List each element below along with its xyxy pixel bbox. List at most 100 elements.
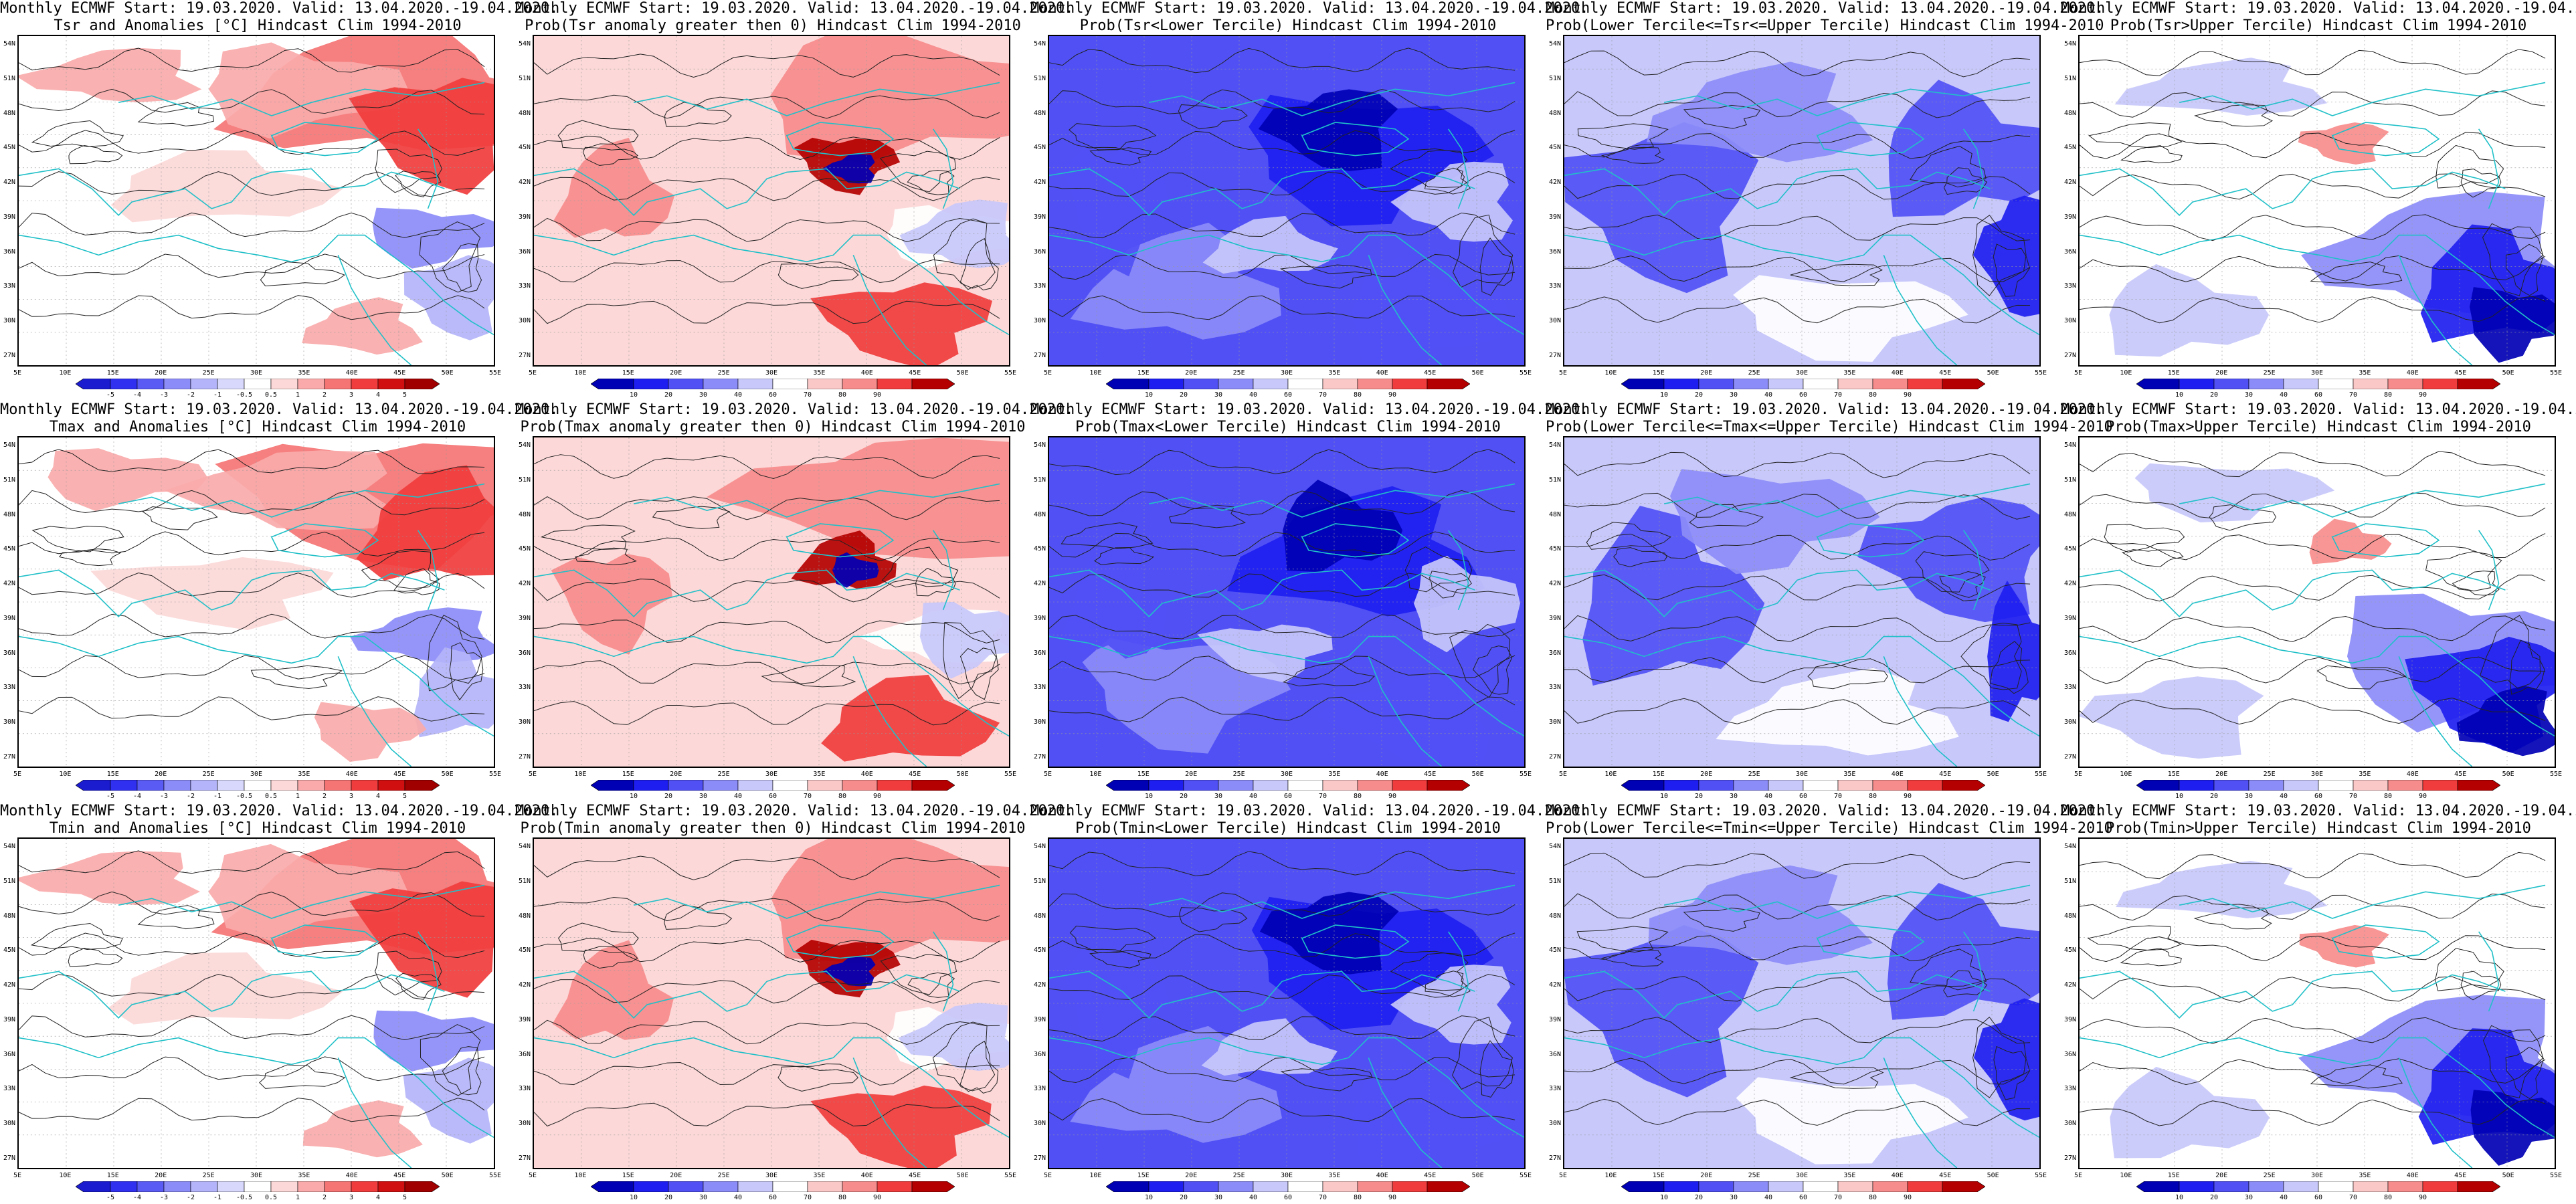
map-panel-tmax-3: Monthly ECMWF Start: 19.03.2020. Valid: … xyxy=(1030,401,1588,803)
colorbar-swatch xyxy=(1872,1181,1908,1192)
latitude-label: 42N xyxy=(3,580,15,588)
longitude-label: 25E xyxy=(2263,1172,2276,1179)
longitude-label: 20E xyxy=(2215,369,2228,377)
colorbar-label: 4 xyxy=(375,1194,381,1201)
latitude-label: 42N xyxy=(518,981,531,989)
latitude-label: 48N xyxy=(518,912,531,920)
colorbar-swatch xyxy=(404,780,440,791)
colorbar-swatch xyxy=(1621,780,1665,791)
longitude-label: 35E xyxy=(298,369,310,377)
panel-title: Monthly ECMWF Start: 19.03.2020. Valid: … xyxy=(1030,0,1588,35)
latitude-label: 54N xyxy=(3,843,15,850)
colorbar-swatch xyxy=(217,1181,245,1192)
latitude-label: 36N xyxy=(3,247,15,256)
longitude-label: 5E xyxy=(1043,369,1052,377)
colorbar-swatch xyxy=(2179,1181,2215,1192)
panel-title-header: Monthly ECMWF Start: 19.03.2020. Valid: … xyxy=(1030,803,1589,819)
colorbar xyxy=(1621,1181,1985,1192)
colorbar-label: 20 xyxy=(1179,793,1188,800)
map-panel-tmin-3: Monthly ECMWF Start: 19.03.2020. Valid: … xyxy=(1030,803,1588,1204)
longitude-label: 15E xyxy=(1137,1172,1149,1179)
longitude-label: 15E xyxy=(622,369,634,377)
colorbar-label: 1 xyxy=(295,1194,300,1201)
latitude-label: 39N xyxy=(2063,213,2076,221)
colorbar-swatch xyxy=(110,379,138,389)
colorbar-swatch xyxy=(1287,379,1323,389)
latitude-label: 36N xyxy=(2063,1050,2076,1058)
colorbar-swatch xyxy=(737,379,773,389)
panel-title: Monthly ECMWF Start: 19.03.2020. Valid: … xyxy=(1546,401,2113,436)
colorbar-swatch xyxy=(1148,379,1184,389)
latitude-label: 27N xyxy=(3,352,15,359)
colorbar-label: 10 xyxy=(629,793,638,800)
longitude-label: 15E xyxy=(1137,771,1149,778)
colorbar-label: 90 xyxy=(2418,793,2427,800)
latitude-label: 51N xyxy=(1033,74,1046,82)
latitude-label: 27N xyxy=(2063,753,2076,761)
longitude-label: 30E xyxy=(765,369,778,377)
colorbar xyxy=(1106,379,1470,389)
longitude-label: 30E xyxy=(250,771,263,778)
map-panel-tsr-1: Monthly ECMWF Start: 19.03.2020. Valid: … xyxy=(0,0,558,401)
longitude-label: 35E xyxy=(298,771,310,778)
longitude-label: 45E xyxy=(909,771,921,778)
longitude-label: 35E xyxy=(2359,1172,2371,1179)
latitude-label: 33N xyxy=(3,282,15,290)
longitude-label: 20E xyxy=(155,1172,167,1179)
colorbar-label: -5 xyxy=(106,1194,115,1201)
colorbar-label: 30 xyxy=(1729,793,1738,800)
longitude-label: 45E xyxy=(393,369,406,377)
latitude-label: 48N xyxy=(3,109,15,117)
colorbar-label: 90 xyxy=(1903,1194,1912,1201)
colorbar-swatch xyxy=(190,379,218,389)
longitude-label: 10E xyxy=(1089,1172,1102,1179)
latitude-label: 33N xyxy=(2063,684,2076,692)
longitude-label: 25E xyxy=(1748,1172,1760,1179)
colorbar-swatch xyxy=(1733,780,1769,791)
latitude-label: 39N xyxy=(518,1015,531,1023)
colorbar-label: 40 xyxy=(733,391,743,399)
colorbar-label: 90 xyxy=(872,391,882,399)
longitude-label: 30E xyxy=(250,369,263,377)
colorbar-swatch xyxy=(1392,1181,1428,1192)
longitude-label: 30E xyxy=(1795,771,1809,778)
panel-title-subtitle: Prob(Tsr<Lower Tercile) Hindcast Clim 19… xyxy=(1079,17,1497,34)
longitude-label: 45E xyxy=(1939,369,1952,377)
latitude-label: 45N xyxy=(2063,946,2076,955)
longitude-label: 5E xyxy=(2074,369,2083,377)
colorbar-swatch xyxy=(1253,1181,1289,1192)
longitude-label: 50E xyxy=(1987,1172,1999,1179)
colorbar-swatch xyxy=(807,1181,843,1192)
longitude-label: 35E xyxy=(1328,1172,1341,1179)
longitude-label: 30E xyxy=(2310,1172,2324,1179)
forecast-map xyxy=(1563,35,2041,367)
colorbar-label: 2 xyxy=(322,793,327,800)
colorbar-swatch xyxy=(110,1181,138,1192)
longitude-label: 40E xyxy=(345,771,358,778)
panel-title: Monthly ECMWF Start: 19.03.2020. Valid: … xyxy=(515,401,1073,436)
forecast-map xyxy=(1048,837,1526,1169)
latitude-label: 27N xyxy=(1033,1155,1046,1162)
longitude-label: 50E xyxy=(956,1172,969,1179)
latitude-label: 54N xyxy=(1548,40,1561,47)
longitude-label: 10E xyxy=(1089,771,1102,778)
longitude-label: 5E xyxy=(528,369,537,377)
colorbar-label: 80 xyxy=(1353,391,1362,399)
latitude-label: 39N xyxy=(518,213,531,221)
colorbar-swatch xyxy=(136,379,165,389)
longitude-label: 20E xyxy=(670,369,682,377)
panel-title: Monthly ECMWF Start: 19.03.2020. Valid: … xyxy=(0,0,558,35)
longitude-label: 55E xyxy=(1519,771,1532,778)
colorbar-label: 60 xyxy=(2314,391,2323,399)
panel-title-subtitle: Prob(Tmin anomaly greater then 0) Hindca… xyxy=(520,820,1026,837)
colorbar-label: 70 xyxy=(2349,1194,2358,1201)
longitude-label: 30E xyxy=(1795,369,1809,377)
colorbar-swatch xyxy=(297,1181,325,1192)
colorbar-label: 0.5 xyxy=(264,793,278,800)
panel-title-header: Monthly ECMWF Start: 19.03.2020. Valid: … xyxy=(1546,401,2104,418)
colorbar-swatch xyxy=(2457,1181,2500,1192)
latitude-label: 36N xyxy=(2063,649,2076,657)
longitude-label: 40E xyxy=(1891,1172,1904,1179)
colorbar-swatch xyxy=(351,1181,379,1192)
latitude-label: 39N xyxy=(1033,614,1046,622)
